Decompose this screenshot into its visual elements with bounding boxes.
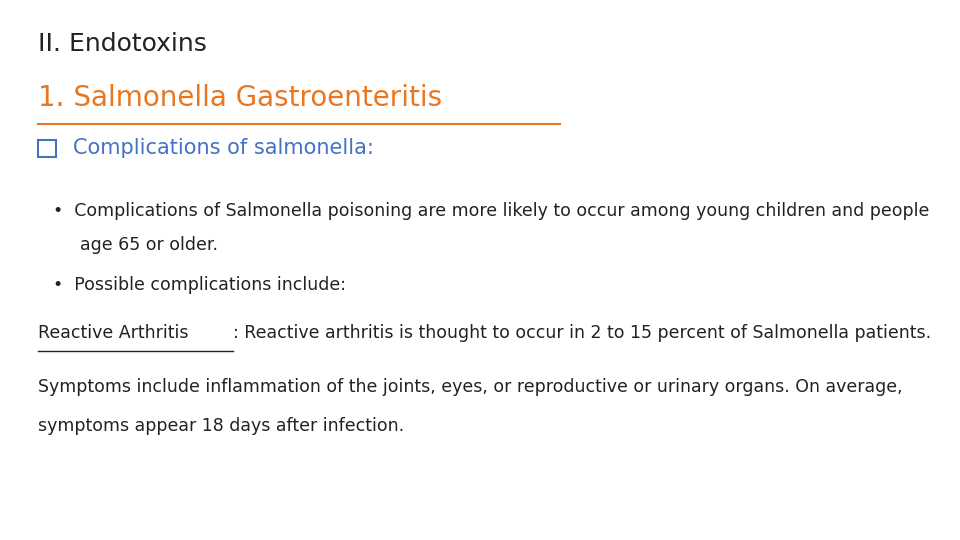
Text: age 65 or older.: age 65 or older. [80, 236, 218, 254]
Text: Symptoms include inflammation of the joints, eyes, or reproductive or urinary or: Symptoms include inflammation of the joi… [38, 378, 903, 396]
Text: 1. Salmonella Gastroenteritis: 1. Salmonella Gastroenteritis [38, 84, 443, 112]
Text: •  Possible complications include:: • Possible complications include: [53, 276, 346, 294]
Text: •  Complications of Salmonella poisoning are more likely to occur among young ch: • Complications of Salmonella poisoning … [53, 202, 929, 220]
Text: Reactive Arthritis: Reactive Arthritis [38, 324, 189, 342]
Text: II. Endotoxins: II. Endotoxins [38, 32, 207, 56]
Bar [38, 140, 56, 157]
Text: Complications of salmonella:: Complications of salmonella: [73, 138, 373, 159]
Text: : Reactive arthritis is thought to occur in 2 to 15 percent of Salmonella patien: : Reactive arthritis is thought to occur… [232, 324, 930, 342]
Text: symptoms appear 18 days after infection.: symptoms appear 18 days after infection. [38, 417, 404, 435]
